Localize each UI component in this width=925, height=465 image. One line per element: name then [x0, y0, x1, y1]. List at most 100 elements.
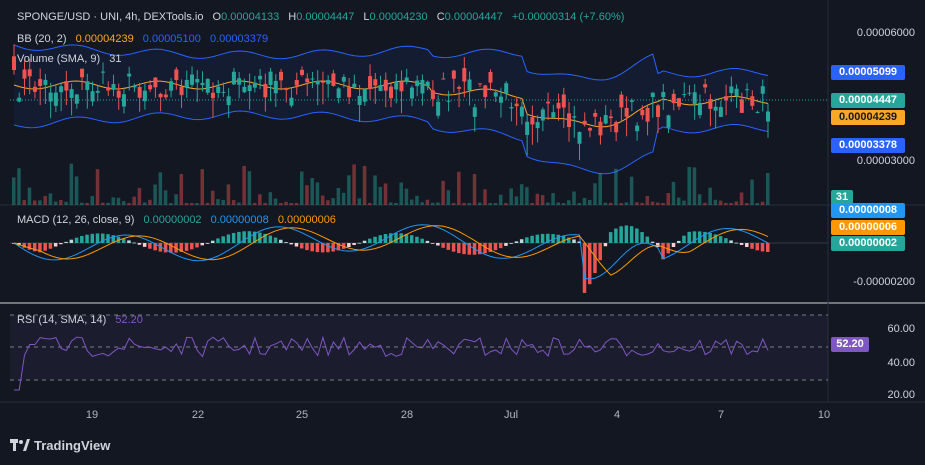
volume-bar — [530, 202, 534, 205]
macd-histogram-bar — [137, 243, 142, 245]
macd-histogram-bar — [32, 243, 37, 252]
candle-body — [708, 99, 713, 109]
candle-body — [357, 95, 362, 105]
macd-histogram-bar — [226, 234, 231, 243]
volume-bar — [362, 165, 367, 205]
macd-histogram-bar — [692, 231, 697, 243]
volume-bar — [210, 190, 215, 205]
volume-bar — [169, 202, 173, 205]
volume-bar — [127, 202, 131, 205]
macd-histogram-bar — [59, 243, 63, 245]
volume-bar — [587, 199, 592, 205]
volume-bar — [200, 169, 204, 205]
macd-histogram-bar — [216, 238, 220, 243]
macd-histogram-bar — [205, 243, 210, 244]
x-tick-label: 10 — [817, 409, 831, 421]
volume-bar — [645, 195, 650, 205]
macd-histogram-bar — [734, 242, 739, 244]
candle-body — [242, 86, 247, 93]
volume-bar — [640, 202, 644, 205]
macd-histogram-bar — [284, 242, 288, 243]
volume-bar — [739, 192, 744, 205]
bb-legend[interactable]: BB (20, 2) 0.00004239 0.00005100 0.00003… — [17, 33, 274, 45]
candle-body — [174, 69, 179, 81]
candle-body — [368, 76, 373, 90]
macd-histogram-bar — [142, 243, 147, 247]
bb-basis-value: 0.00004239 — [75, 33, 134, 45]
candle-body — [629, 100, 634, 102]
candle-body — [540, 109, 545, 121]
volume-bar — [498, 194, 503, 205]
candle-body — [132, 85, 137, 88]
candle-body — [399, 81, 404, 92]
volume-bar — [142, 202, 147, 205]
volume-bars — [12, 163, 770, 205]
macd-histogram-bar — [745, 243, 749, 248]
candle-body — [567, 113, 572, 128]
macd-histogram-bar — [676, 240, 681, 243]
volume-bar — [409, 199, 414, 205]
macd-legend[interactable]: MACD (12, 26, close, 9) 0.00000002 0.000… — [17, 214, 342, 226]
candle-body — [121, 94, 126, 107]
macd-histogram-bar — [190, 243, 194, 250]
rsi-legend[interactable]: RSI (14, SMA, 14) 52.20 — [17, 314, 149, 326]
volume-bar — [540, 195, 545, 205]
macd-histogram-bar — [43, 243, 47, 251]
volume-bar — [294, 202, 299, 205]
candle-body — [671, 93, 676, 104]
rsi-line — [14, 335, 769, 391]
tradingview-logo[interactable]: TradingView — [10, 438, 110, 453]
candle-body — [116, 90, 121, 98]
volume-bar — [179, 174, 184, 205]
macd-histogram-bar — [347, 243, 351, 248]
candle-body — [420, 79, 425, 94]
candle-body — [90, 91, 95, 102]
volume-bar — [195, 202, 199, 205]
macd-histogram-bar — [587, 243, 592, 285]
macd-histogram-bar — [394, 233, 398, 243]
volume-bar — [111, 197, 115, 205]
candle-body — [519, 106, 524, 117]
macd-histogram-bar — [739, 243, 744, 245]
macd-histogram-bar — [362, 240, 367, 243]
candle-body — [289, 97, 294, 106]
macd-histogram-bar — [101, 233, 105, 243]
macd-histogram-bar — [530, 235, 534, 243]
macd-histogram-bar — [289, 243, 294, 245]
volume-bar — [514, 196, 519, 205]
x-tick-label: 7 — [717, 409, 725, 421]
candle-body — [315, 80, 320, 85]
candle-body — [624, 107, 629, 117]
candle-body — [603, 115, 608, 124]
macd-histogram-bar — [760, 243, 765, 252]
macd-line-value: 0.00000008 — [210, 214, 269, 226]
volume-bar — [121, 201, 126, 205]
volume-legend[interactable]: Volume (SMA, 9) 31 — [17, 53, 127, 65]
candle-body — [32, 86, 37, 92]
volume-bar — [373, 175, 377, 205]
candle-body — [341, 76, 346, 82]
macd-histogram-bar — [242, 231, 246, 243]
macd-histogram-bar — [268, 235, 273, 243]
candle-body — [493, 92, 498, 97]
macd-histogram-bar — [729, 240, 733, 243]
macd-signal-value: 0.00000006 — [277, 214, 336, 226]
macd-histogram-bar — [163, 243, 168, 253]
symbol-title: SPONGE/USD · UNI, 4h, DEXTools.io — [17, 11, 204, 23]
volume-bar — [190, 202, 194, 205]
candle-body — [48, 92, 53, 102]
candle-body — [718, 107, 723, 117]
volume-bar — [137, 187, 142, 205]
volume-bar — [22, 200, 26, 205]
candle-body — [551, 112, 556, 118]
candle-body — [347, 87, 352, 98]
volume-bar — [676, 197, 681, 205]
volume-bar — [341, 192, 346, 205]
x-tick-label: 19 — [85, 409, 99, 421]
candle-body — [556, 102, 561, 109]
macd-histogram-bar — [389, 233, 393, 243]
volume-bar — [687, 167, 691, 205]
candle-body — [279, 71, 284, 81]
volume-bar — [315, 182, 320, 205]
